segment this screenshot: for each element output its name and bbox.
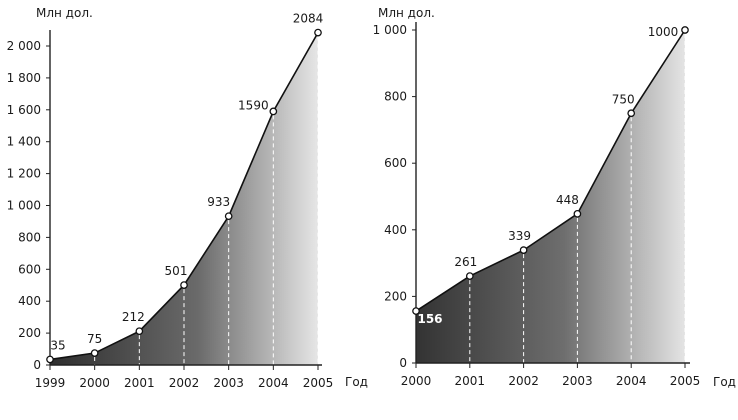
data-point (90, 349, 99, 357)
y-axis-label: Млн дол. (36, 6, 93, 20)
y-tick-label: 400 (18, 294, 41, 308)
y-tick-label: 1 000 (7, 199, 41, 213)
x-tick-label: 1999 (35, 376, 66, 390)
x-tick-label: 2005 (670, 374, 701, 388)
x-tick-label: 2002 (169, 376, 200, 390)
data-label: 750 (612, 92, 635, 106)
y-tick-label: 400 (384, 223, 407, 237)
data-label: 261 (454, 255, 477, 269)
data-point (681, 26, 689, 34)
x-tick-label: 2004 (616, 374, 647, 388)
data-label: 1590 (238, 98, 269, 112)
y-tick-label: 600 (18, 262, 41, 276)
y-tick-label: 800 (18, 230, 41, 244)
series-line (415, 29, 686, 312)
y-axis-label: Млн дол. (378, 6, 435, 20)
y-tick-label: 0 (33, 358, 41, 372)
y-tick-label: 2 000 (7, 39, 41, 53)
data-label: 35 (50, 338, 65, 352)
data-point (519, 246, 528, 254)
y-tick-label: 800 (384, 90, 407, 104)
y-tick-label: 1 400 (7, 135, 41, 149)
y-tick-label: 200 (18, 326, 41, 340)
data-point (224, 212, 233, 221)
data-point (46, 355, 54, 364)
x-tick-label: 2005 (303, 376, 334, 390)
y-tick-label: 600 (384, 156, 407, 170)
y-tick-label: 0 (399, 356, 407, 370)
x-axis-label: Год (713, 375, 736, 389)
y-tick-label: 1 600 (7, 103, 41, 117)
x-tick-label: 2003 (562, 374, 593, 388)
data-label: 933 (207, 195, 230, 209)
data-point (412, 307, 420, 315)
data-point (314, 28, 322, 37)
y-tick-label: 1 200 (7, 167, 41, 181)
x-tick-label: 2004 (258, 376, 289, 390)
x-axis-label: Год (345, 375, 368, 389)
x-tick-label: 2001 (124, 376, 155, 390)
y-tick-label: 200 (384, 289, 407, 303)
data-label: 501 (165, 264, 188, 278)
x-tick-label: 2001 (455, 374, 486, 388)
data-point (627, 109, 636, 118)
area-fill (50, 32, 318, 366)
y-tick-label: 1 000 (373, 23, 407, 37)
chart-panel-right: Млн дол. Год 0 200 400 600 800 1 000 2000 2001 2… (373, 6, 736, 389)
data-point (135, 327, 144, 336)
data-point (465, 272, 474, 280)
data-label: 1000 (648, 25, 679, 39)
data-label: 448 (556, 193, 579, 207)
data-label: 2084 (293, 12, 324, 26)
chart-panel-left: Млн дол. Год 0 200 400 600 800 1 000 1 200 1 40… (7, 6, 368, 390)
data-label: 339 (508, 229, 531, 243)
data-point (573, 209, 582, 218)
data-label: 156 (417, 312, 442, 326)
data-label: 212 (122, 310, 145, 324)
x-tick-label: 2002 (508, 374, 539, 388)
data-label: 75 (87, 332, 102, 346)
data-point (180, 281, 188, 289)
x-tick-label: 2000 (401, 374, 432, 388)
x-tick-label: 2000 (79, 376, 110, 390)
area-fill (416, 30, 685, 363)
x-tick-label: 2003 (213, 376, 244, 390)
y-tick-label: 1 800 (7, 71, 41, 85)
data-point (269, 107, 278, 116)
